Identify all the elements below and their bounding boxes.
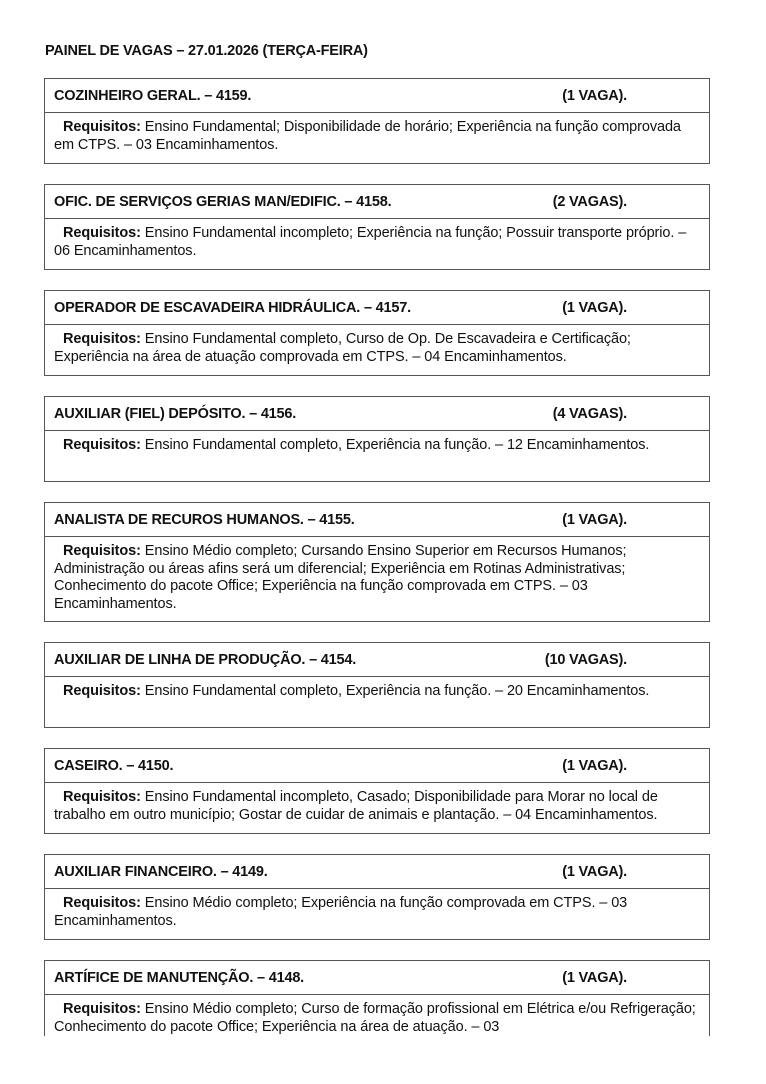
job-title: AUXILIAR DE LINHA DE PRODUÇÃO. – 4154. [54, 651, 357, 668]
job-card: AUXILIAR (FIEL) DEPÓSITO. – 4156. (4 VAGA… [44, 396, 710, 482]
job-title: OPERADOR DE ESCAVADEIRA HIDRÁULICA. – 41… [54, 299, 411, 316]
requirements-label: Requisitos: [63, 895, 141, 911]
job-requirements: Ensino Fundamental incompleto; Experiênc… [54, 225, 687, 259]
requirements-label: Requisitos: [63, 225, 141, 241]
job-vacancies: (1 VAGA). [562, 511, 627, 528]
job-list: COZINHEIRO GERAL. – 4159. (1 VAGA). Requis… [44, 78, 710, 1056]
job-requirements: Ensino Médio completo; Curso de formação… [54, 1001, 696, 1035]
job-requirements: Ensino Médio completo; Experiência na fu… [54, 895, 628, 929]
job-title: OFIC. DE SERVIÇOS GERIAS MAN/EDIFIC. – 4… [54, 193, 392, 210]
job-vacancies: (10 VAGAS). [544, 651, 627, 668]
job-requirements: Ensino Fundamental completo, Experiência… [144, 437, 650, 453]
job-vacancies: (1 VAGA). [562, 863, 627, 880]
job-title: AUXILIAR FINANCEIRO. – 4149. [54, 863, 268, 880]
requirements-label: Requisitos: [63, 683, 141, 699]
job-vacancies: (1 VAGA). [562, 969, 627, 986]
job-card: OFIC. DE SERVIÇOS GERIAS MAN/EDIFIC. – 4… [44, 184, 710, 270]
requirements-label: Requisitos: [63, 437, 141, 453]
job-vacancies: (2 VAGAS). [552, 193, 627, 210]
job-vacancies: (1 VAGA). [562, 87, 627, 104]
requirements-label: Requisitos: [63, 1001, 141, 1017]
job-card: OPERADOR DE ESCAVADEIRA HIDRÁULICA. – 41… [44, 290, 710, 376]
job-card: ANALISTA DE RECUROS HUMANOS. – 4155. (1 V… [44, 502, 710, 622]
job-card: CASEIRO. – 4150. (1 VAGA). Requisitos: Ens… [44, 748, 710, 834]
job-requirements: Ensino Fundamental; Disponibilidade de h… [54, 119, 681, 153]
requirements-label: Requisitos: [63, 789, 141, 805]
job-title: CASEIRO. – 4150. [54, 757, 174, 774]
job-title: ARTÍFICE DE MANUTENÇÃO. – 4148. [54, 969, 305, 986]
requirements-label: Requisitos: [63, 543, 141, 559]
job-requirements: Ensino Fundamental completo, Experiência… [144, 683, 650, 699]
job-card: AUXILIAR FINANCEIRO. – 4149. (1 VAGA). Req… [44, 854, 710, 940]
job-card: AUXILIAR DE LINHA DE PRODUÇÃO. – 4154. (1… [44, 642, 710, 728]
requirements-label: Requisitos: [63, 331, 141, 347]
job-title: COZINHEIRO GERAL. – 4159. [54, 87, 252, 104]
job-card: ARTÍFICE DE MANUTENÇÃO. – 4148. (1 VAGA).… [44, 960, 710, 1036]
requirements-label: Requisitos: [63, 119, 141, 135]
job-title: ANALISTA DE RECUROS HUMANOS. – 4155. [54, 511, 355, 528]
job-requirements: Ensino Fundamental completo, Curso de Op… [54, 331, 631, 365]
job-vacancies: (1 VAGA). [562, 757, 627, 774]
job-requirements: Ensino Médio completo; Cursando Ensino S… [54, 543, 627, 612]
page-title: PAINEL DE VAGAS – 27.01.2026 (TERÇA-FEIR… [45, 43, 368, 59]
job-card: COZINHEIRO GERAL. – 4159. (1 VAGA). Requis… [44, 78, 710, 164]
job-title: AUXILIAR (FIEL) DEPÓSITO. – 4156. [54, 405, 297, 422]
job-vacancies: (4 VAGAS). [552, 405, 627, 422]
job-vacancies: (1 VAGA). [562, 299, 627, 316]
job-requirements: Ensino Fundamental incompleto, Casado; D… [54, 789, 658, 823]
